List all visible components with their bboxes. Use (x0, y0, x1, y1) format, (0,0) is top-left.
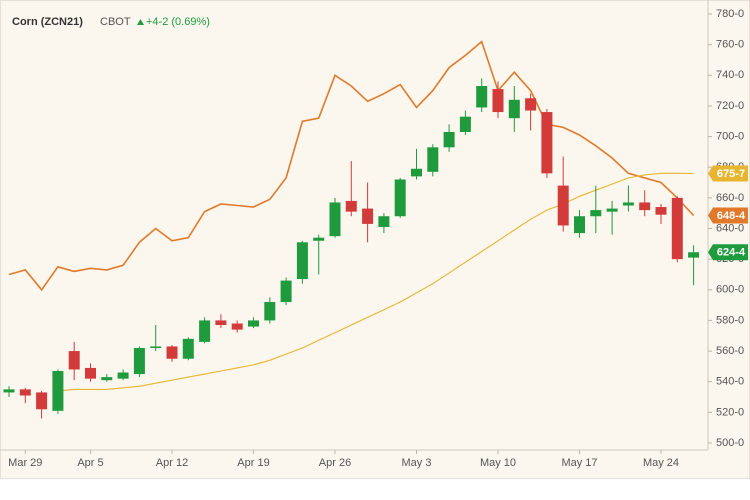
y-tick-label: 760-0 (716, 39, 744, 51)
candle-body (68, 351, 80, 370)
candle-body (655, 207, 667, 215)
x-tick-label: May 10 (480, 457, 516, 469)
price-tag (708, 165, 748, 182)
candle-body (19, 389, 31, 396)
price-change: +4-2 (0.69%) (146, 16, 210, 28)
x-tick-label: Apr 12 (156, 457, 188, 469)
chart-background (0, 0, 750, 479)
candle-body (606, 208, 618, 212)
price-tag (708, 207, 748, 224)
candle-body (313, 237, 325, 241)
x-tick-label: May 17 (561, 457, 597, 469)
candle-body (411, 168, 422, 177)
candle-body (231, 323, 243, 330)
y-tick-label: 720-0 (716, 100, 744, 112)
x-tick-label: Mar 29 (8, 457, 42, 469)
candle-body (639, 202, 651, 211)
y-tick-label: 540-0 (716, 376, 744, 388)
candle-body (52, 370, 64, 411)
line-series (8, 40, 695, 292)
candle-body (459, 116, 471, 132)
candle-body (590, 210, 602, 217)
candle-body (101, 377, 113, 381)
candle-body (476, 86, 488, 108)
candle-body (378, 216, 390, 227)
candle-body (557, 185, 569, 226)
candle-body (443, 131, 455, 148)
x-tick-label: Apr 26 (319, 457, 351, 469)
candle-body (36, 392, 48, 410)
candle-body (345, 200, 357, 212)
candle-body (264, 302, 276, 321)
candle-body (362, 208, 374, 224)
y-tick-label: 500-0 (716, 437, 744, 449)
y-tick-label: 700-0 (716, 130, 744, 142)
chart-subtitle: CBOT (100, 16, 131, 28)
x-tick-label: May 24 (643, 457, 679, 469)
line-series (57, 172, 694, 392)
price-tag-label: 675-7 (717, 168, 745, 180)
price-tag (708, 244, 748, 261)
candle-body (182, 338, 194, 359)
y-tick-label: 740-0 (716, 69, 744, 81)
candle-body (508, 99, 520, 119)
candle-body (329, 202, 341, 237)
candle-body (688, 252, 700, 258)
x-tick-label: May 3 (402, 457, 432, 469)
candle-body (3, 389, 15, 393)
candle-body (671, 197, 683, 260)
candle-body (296, 242, 308, 280)
y-tick-label: 640-0 (716, 222, 744, 234)
candle-body (166, 346, 178, 359)
candle-body (427, 147, 439, 172)
y-tick-label: 660-0 (716, 192, 744, 204)
x-tick-label: Apr 19 (237, 457, 269, 469)
candle-body (215, 320, 227, 326)
price-tag-label: 624-4 (717, 247, 746, 259)
candle-body (248, 320, 259, 327)
candle-body (541, 112, 553, 174)
candle-body (150, 346, 162, 349)
chart-title: Corn (ZCN21) (12, 16, 83, 28)
candle-body (85, 367, 96, 379)
candle-body (525, 98, 537, 111)
candle-body (117, 372, 129, 379)
candle-body (574, 216, 585, 234)
candle-body (133, 348, 145, 375)
x-tick-label: Apr 5 (77, 457, 103, 469)
candle-body (622, 202, 634, 206)
y-tick-label: 520-0 (716, 406, 744, 418)
candle-body (199, 320, 211, 342)
candle-body (394, 179, 406, 217)
price-tag-label: 648-4 (717, 210, 746, 222)
candle-body (280, 280, 292, 303)
y-tick-label: 600-0 (716, 284, 744, 296)
y-tick-label: 560-0 (716, 345, 744, 357)
y-tick-label: 780-0 (716, 8, 744, 20)
candle-body (492, 89, 504, 113)
y-tick-label: 580-0 (716, 314, 744, 326)
change-arrow (137, 19, 144, 25)
